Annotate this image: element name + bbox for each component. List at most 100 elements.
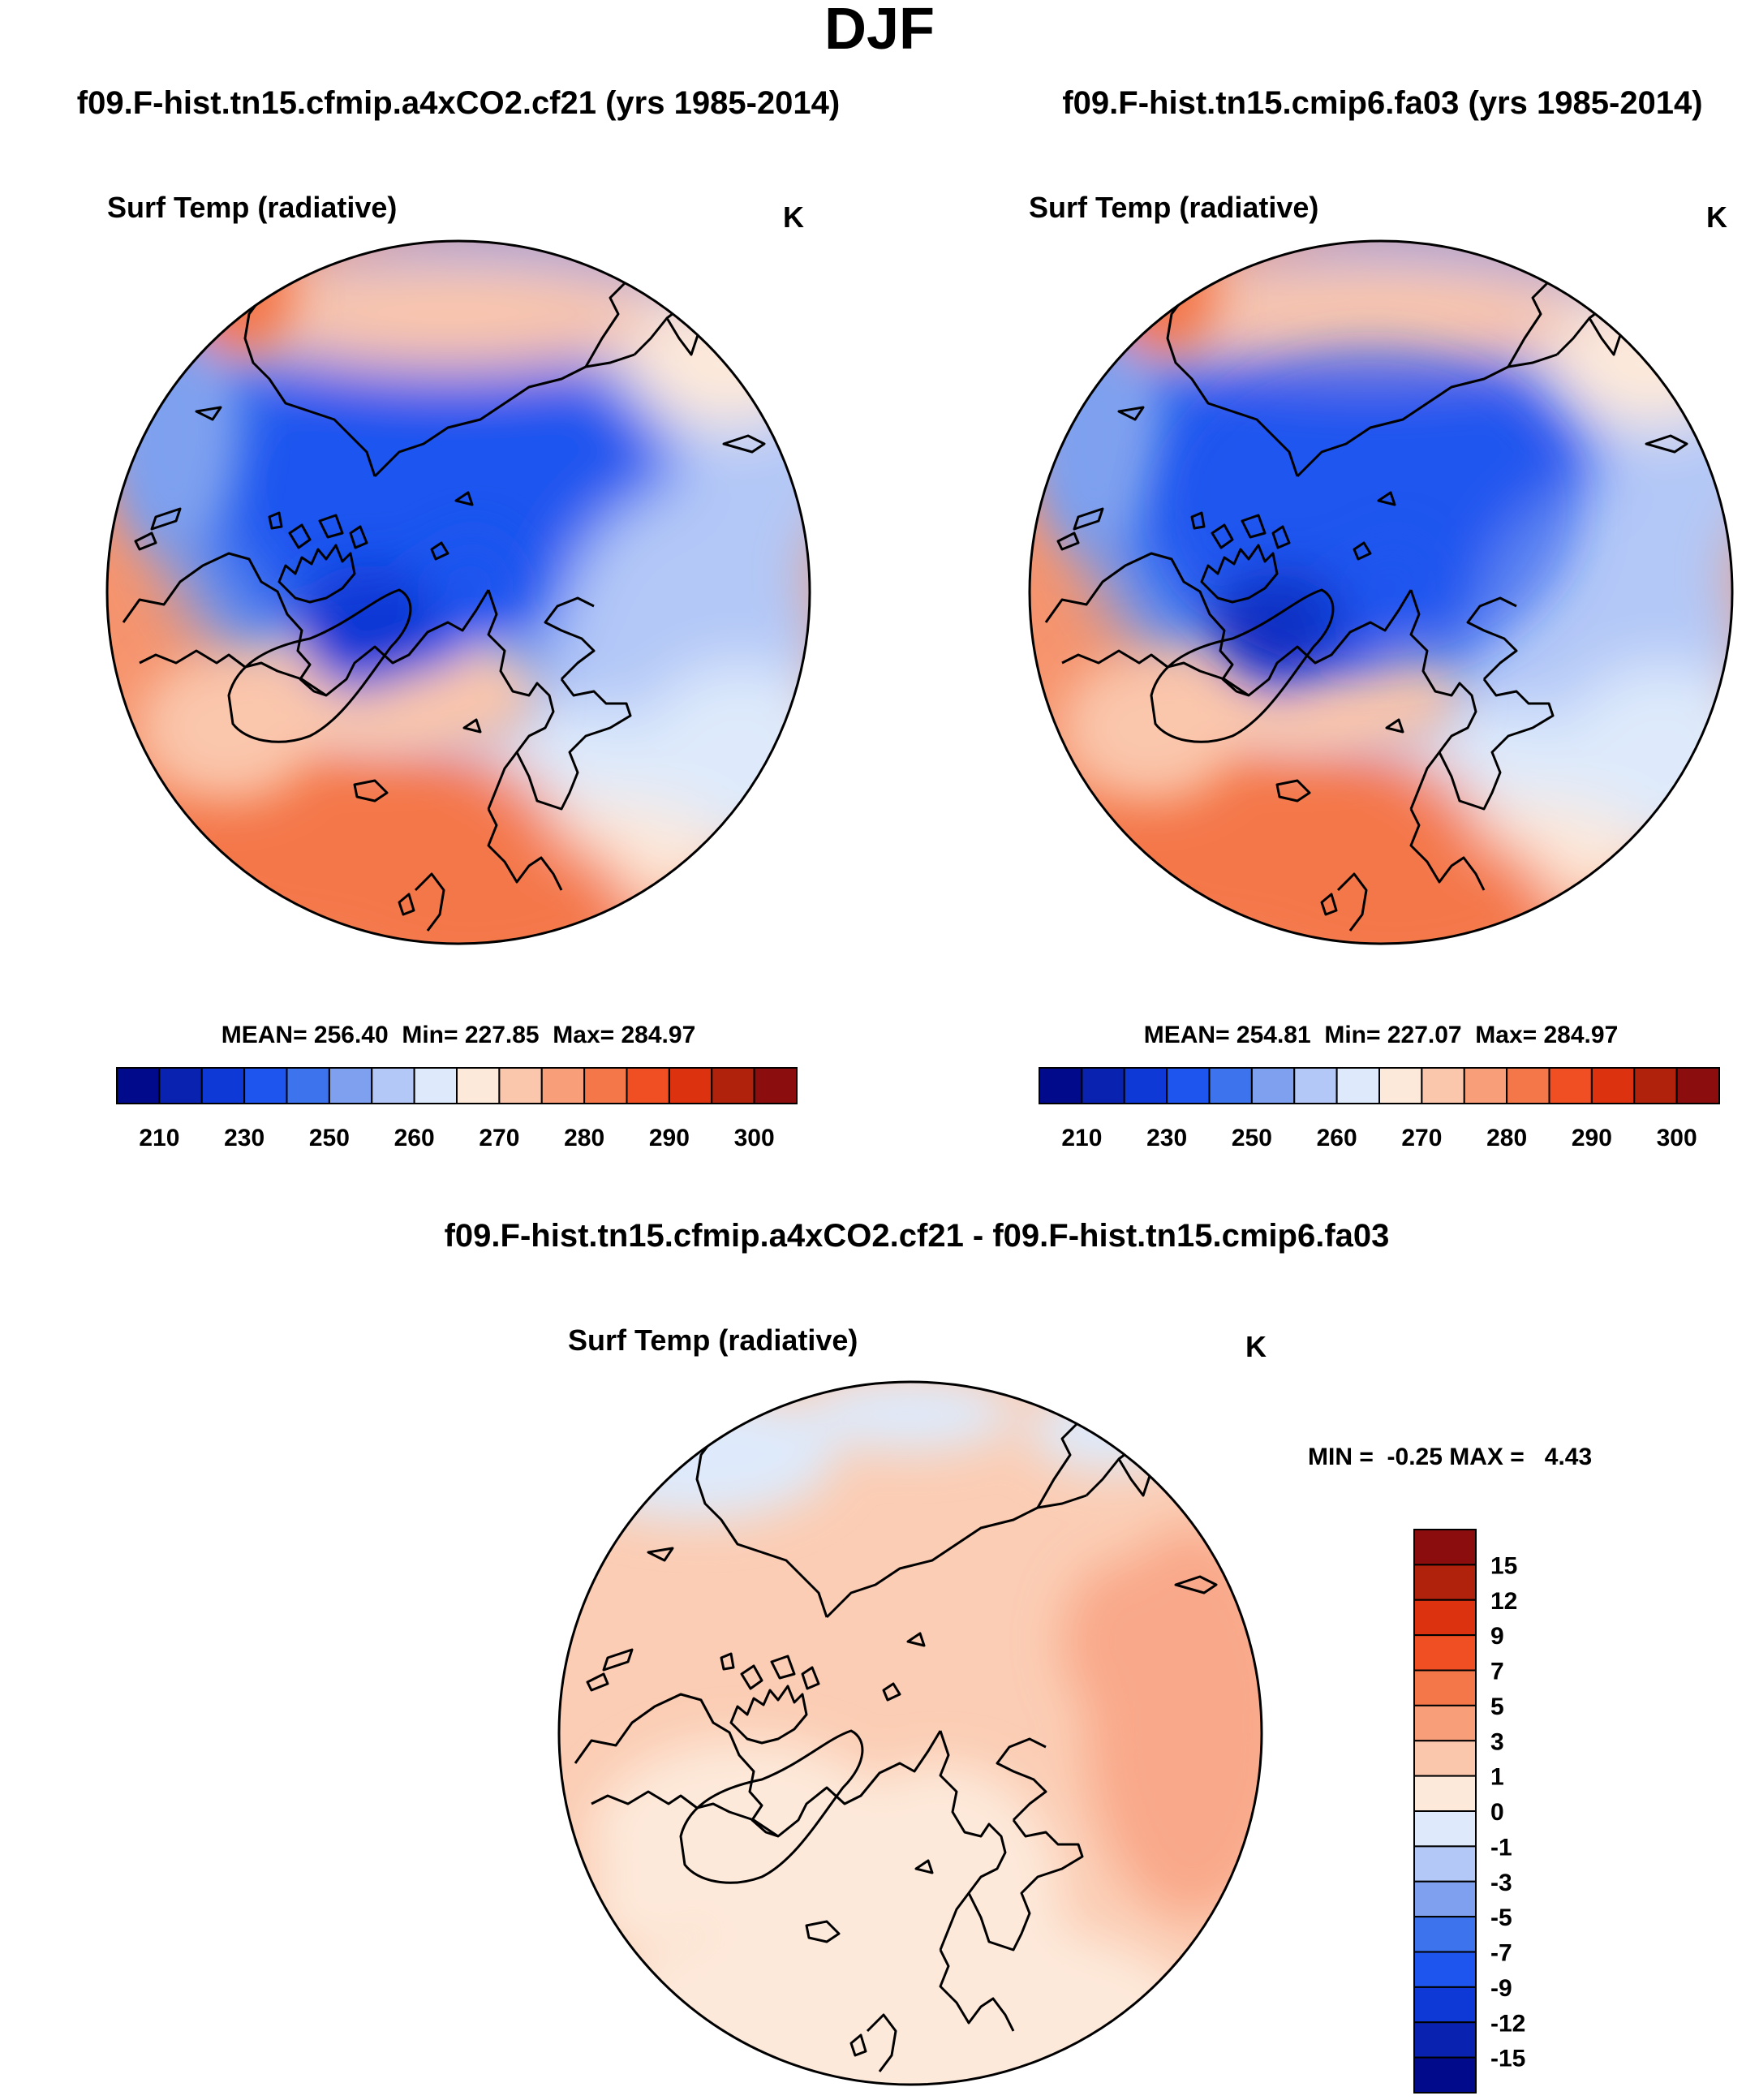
colorbar-box	[626, 1067, 670, 1104]
colorbar-box	[1413, 1845, 1477, 1883]
colorbar-tick-label: -3	[1490, 1870, 1512, 1896]
colorbar-tick-label: 9	[1490, 1623, 1504, 1650]
colorbar-tick-label: 210	[139, 1125, 179, 1151]
colorbar-tick-label: -5	[1490, 1904, 1512, 1931]
colorbar-tick-label: 270	[1401, 1125, 1442, 1151]
colorbar-box	[1413, 2056, 1477, 2094]
panel-case-stats: MEAN= 256.40 Min= 227.85 Max= 284.97	[221, 1022, 696, 1048]
colorbar-box	[200, 1067, 246, 1104]
panel-control-units: K	[1706, 200, 1727, 234]
colorbar-box	[1633, 1067, 1678, 1104]
colorbar-box	[1081, 1067, 1125, 1104]
colorbar-tick-label: 300	[734, 1125, 775, 1151]
panel-case-variable: Surf Temp (radiative)	[107, 191, 397, 224]
colorbar-box	[1413, 1916, 1477, 1953]
panel-difference-stats: MIN = -0.25 MAX = 4.43	[1308, 1444, 1592, 1470]
colorbar-tick-label: 290	[649, 1125, 690, 1151]
panel-case-colorbar: 210 230 250 260 270 280 290 300	[116, 1067, 798, 1151]
panel-difference-colorbar: 15 12 9 7 5 3 1 0 -1 -3 -5 -7 -9 -12 -15	[1413, 1529, 1525, 2094]
colorbar-box	[498, 1067, 543, 1104]
colorbar-box	[1413, 1775, 1477, 1812]
colorbar-tick-label: -9	[1490, 1975, 1512, 2002]
panel-difference-variable: Surf Temp (radiative)	[568, 1323, 858, 1357]
colorbar-box	[668, 1067, 713, 1104]
colorbar-box	[1335, 1067, 1380, 1104]
colorbar-tick-label: 3	[1490, 1728, 1504, 1755]
colorbar-tick-label: 15	[1490, 1552, 1517, 1579]
colorbar-tick-label: 5	[1490, 1693, 1504, 1720]
colorbar-box	[711, 1067, 755, 1104]
panel-case-map-border	[105, 239, 811, 945]
colorbar-tick-label: -7	[1490, 1940, 1512, 1967]
colorbar-tick-label: 0	[1490, 1799, 1504, 1826]
colorbar-box	[1421, 1067, 1465, 1104]
panel-case-title: f09.F-hist.tn15.cfmip.a4xCO2.cf21 (yrs 1…	[77, 85, 840, 121]
colorbar-box	[1413, 1669, 1477, 1706]
colorbar-tick-label: 260	[394, 1125, 435, 1151]
panel-difference: f09.F-hist.tn15.cfmip.a4xCO2.cf21 - f09.…	[445, 1218, 1592, 2100]
colorbar-tick-label: 270	[479, 1125, 519, 1151]
colorbar-box	[1413, 1529, 1477, 1566]
colorbar-box	[1413, 2021, 1477, 2059]
panel-case: f09.F-hist.tn15.cfmip.a4xCO2.cf21 (yrs 1…	[77, 85, 854, 1151]
colorbar-box	[753, 1067, 798, 1104]
colorbar-tick-label: 280	[1486, 1125, 1527, 1151]
colorbar-box	[1590, 1067, 1636, 1104]
colorbar-box	[1463, 1067, 1508, 1104]
colorbar-box	[1293, 1067, 1338, 1104]
colorbar-tick-label: 230	[1146, 1125, 1187, 1151]
colorbar-box	[1413, 1880, 1477, 1918]
colorbar-box	[413, 1067, 458, 1104]
panel-difference-title: f09.F-hist.tn15.cfmip.a4xCO2.cf21 - f09.…	[445, 1218, 1390, 1254]
panel-control-colorbar: 210 230 250 260 270 280 290 300	[1039, 1067, 1720, 1151]
colorbar-box	[1123, 1067, 1168, 1104]
colorbar-tick-label: 230	[224, 1125, 264, 1151]
colorbar-box	[116, 1067, 161, 1104]
panel-control-stats: MEAN= 254.81 Min= 227.07 Max= 284.97	[1144, 1022, 1619, 1048]
panel-control-map	[1030, 217, 1759, 988]
colorbar-box	[456, 1067, 501, 1104]
colorbar-tick-label: 7	[1490, 1659, 1504, 1685]
panel-control-variable: Surf Temp (radiative)	[1029, 191, 1318, 224]
colorbar-tick-label: 260	[1317, 1125, 1357, 1151]
colorbar-box	[1039, 1067, 1083, 1104]
colorbar-tick-label: 12	[1490, 1588, 1517, 1615]
colorbar-box	[1506, 1067, 1550, 1104]
colorbar-box	[1413, 1634, 1477, 1672]
colorbar-box	[1208, 1067, 1253, 1104]
colorbar-tick-label: 300	[1657, 1125, 1697, 1151]
panel-case-map	[107, 217, 854, 988]
colorbar-box	[158, 1067, 203, 1104]
panel-difference-map	[559, 1378, 1297, 2100]
colorbar-tick-label: 280	[564, 1125, 604, 1151]
colorbar-box	[1413, 1704, 1477, 1742]
panel-difference-map-border	[557, 1380, 1263, 2086]
panel-case-units: K	[783, 200, 804, 234]
panel-control-title: f09.F-hist.tn15.cmip6.fa03 (yrs 1985-201…	[1062, 85, 1702, 121]
colorbar-box	[1675, 1067, 1720, 1104]
figure-title: DJF	[824, 0, 935, 62]
colorbar-box	[243, 1067, 288, 1104]
panel-difference-units: K	[1245, 1330, 1267, 1363]
colorbar-box	[1413, 1810, 1477, 1848]
colorbar-box	[540, 1067, 586, 1104]
colorbar-box	[1378, 1067, 1423, 1104]
colorbar-box	[1413, 1564, 1477, 1601]
colorbar-tick-label: 250	[309, 1125, 350, 1151]
colorbar-box	[371, 1067, 415, 1104]
colorbar-box	[1413, 1740, 1477, 1777]
colorbar-box	[583, 1067, 628, 1104]
colorbar-box	[1413, 1951, 1477, 1988]
colorbar-tick-label: 210	[1061, 1125, 1102, 1151]
colorbar-box	[1166, 1067, 1211, 1104]
colorbar-box	[1250, 1067, 1296, 1104]
colorbar-box	[286, 1067, 330, 1104]
colorbar-tick-label: 250	[1232, 1125, 1272, 1151]
colorbar-box	[1548, 1067, 1593, 1104]
panel-control: f09.F-hist.tn15.cmip6.fa03 (yrs 1985-201…	[1028, 85, 1759, 1151]
colorbar-tick-label: 290	[1572, 1125, 1612, 1151]
colorbar-box	[1413, 1986, 1477, 2024]
colorbar-tick-label: -1	[1490, 1834, 1512, 1861]
colorbar-tick-label: 1	[1490, 1764, 1504, 1791]
